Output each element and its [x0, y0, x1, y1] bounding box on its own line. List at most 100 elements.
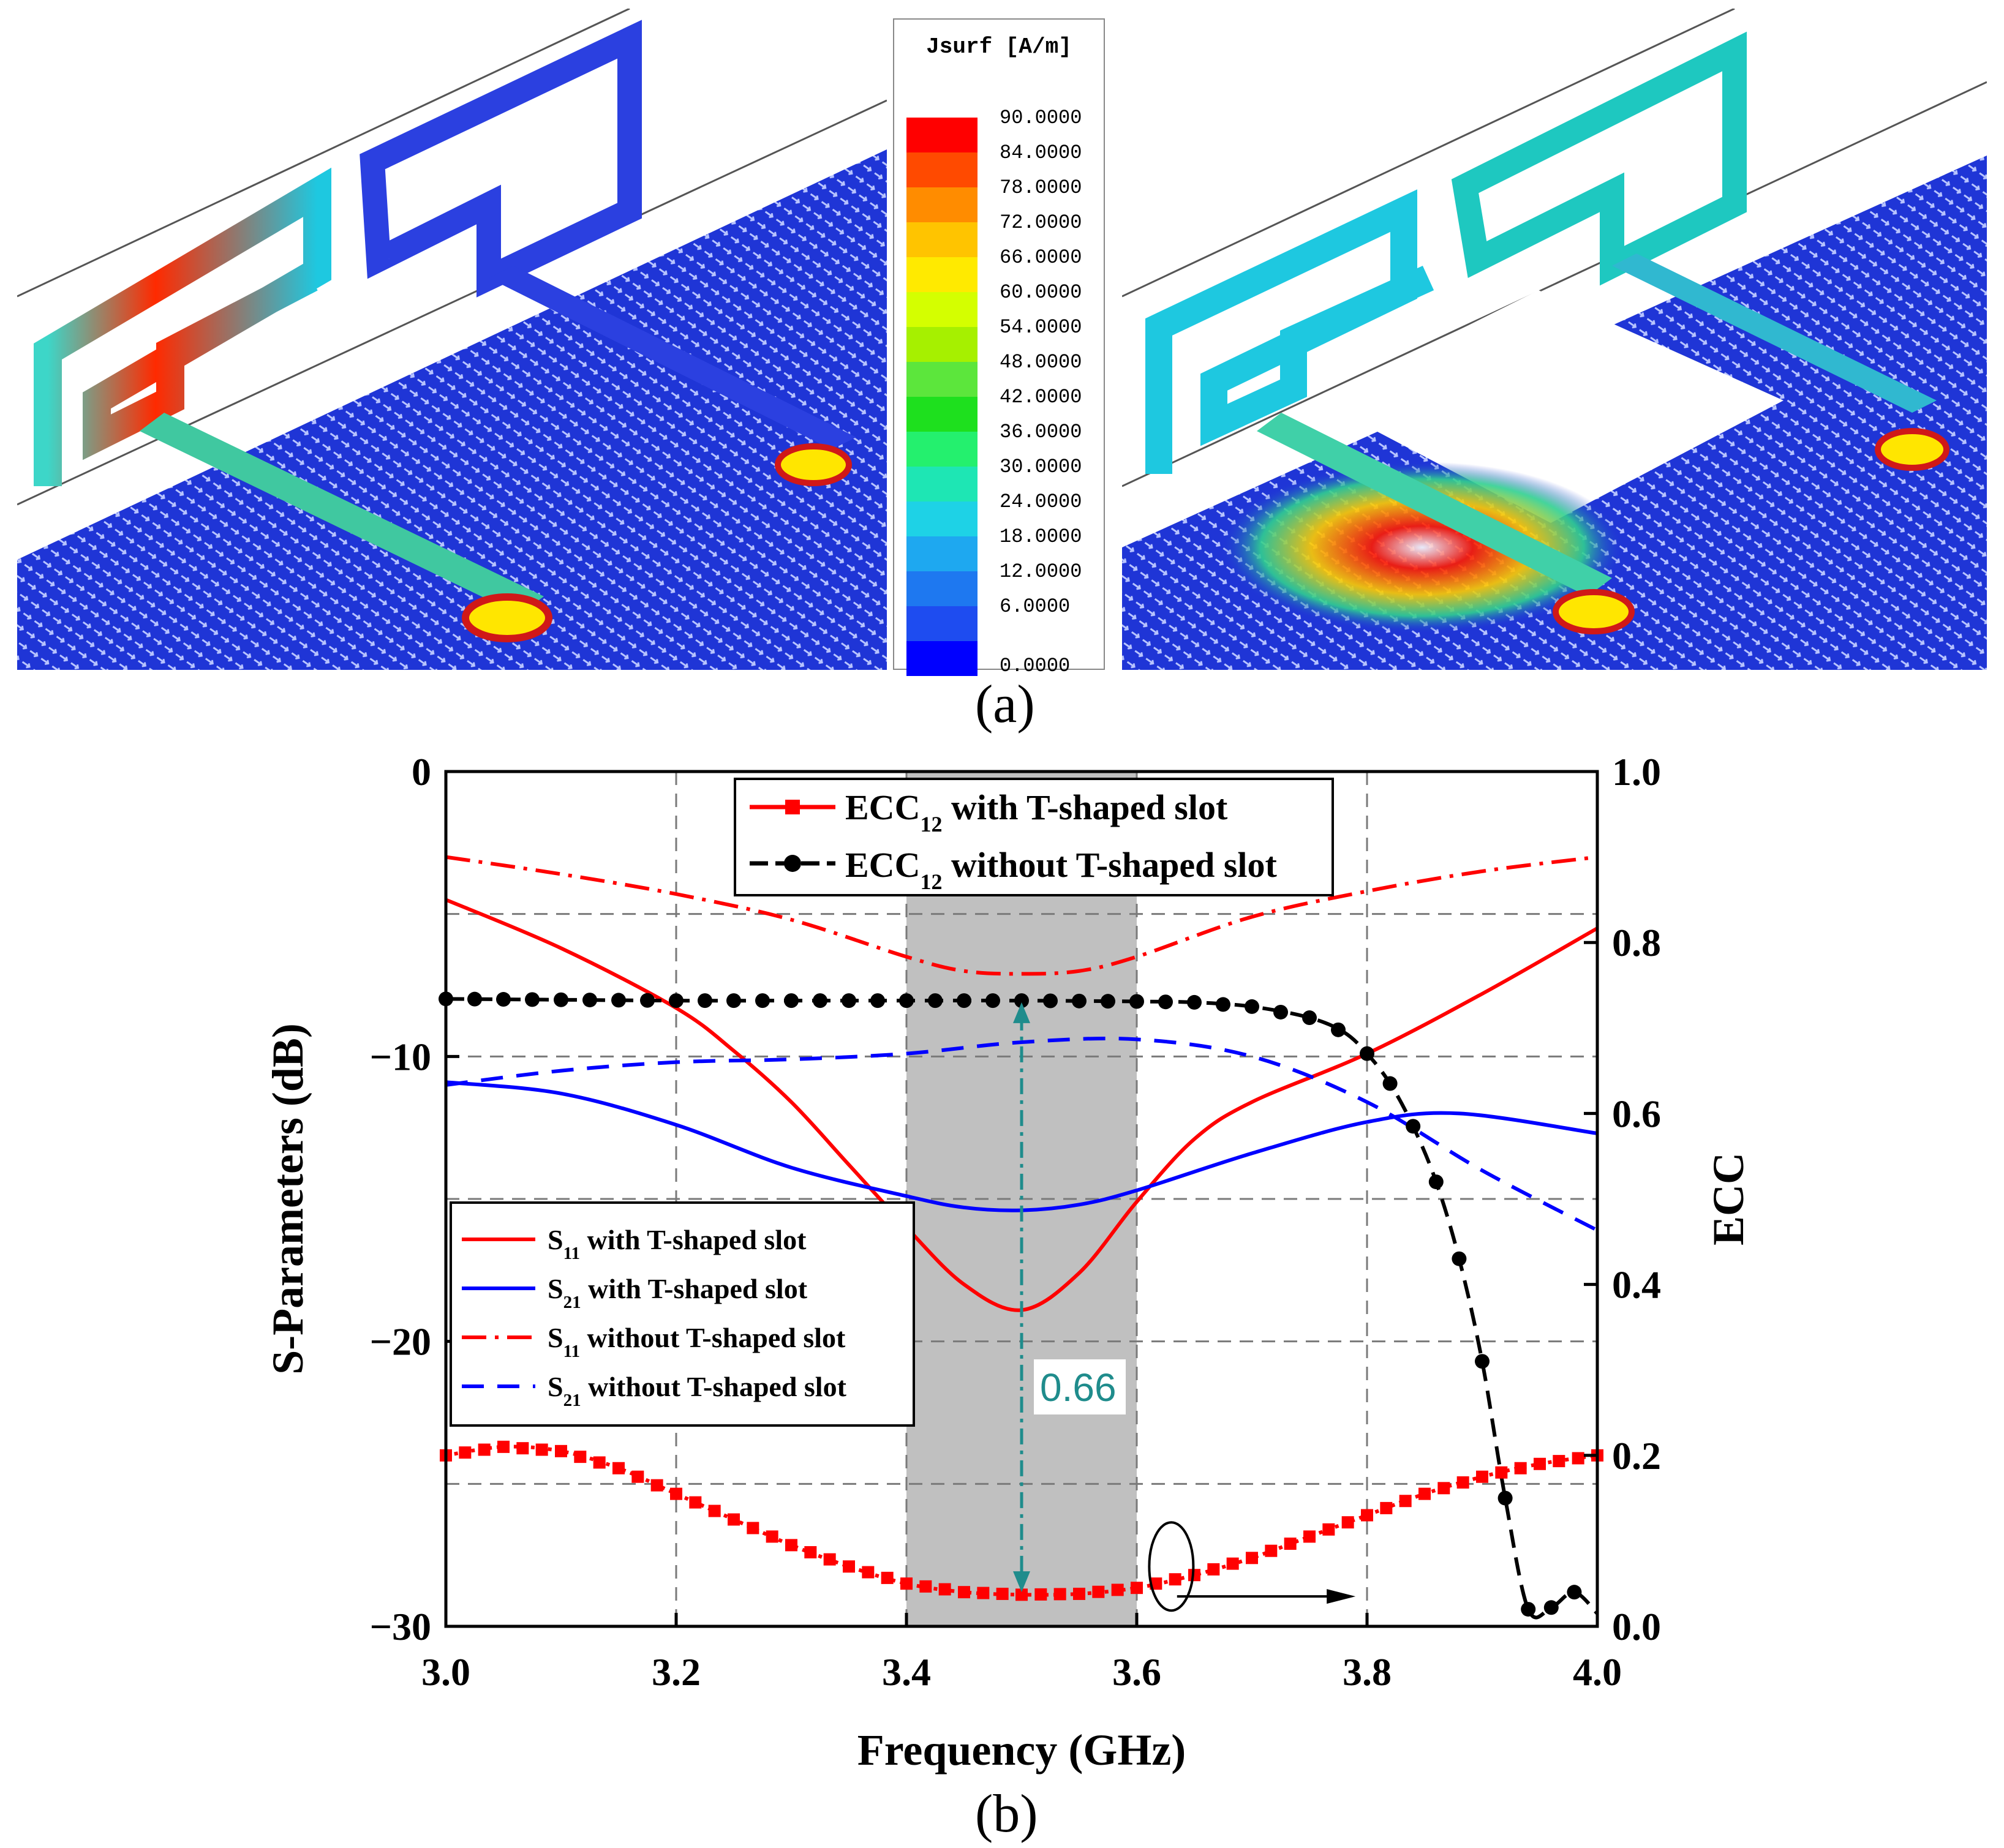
- legend-label-ecc-with: ECC12 with T-shaped slot: [845, 787, 1228, 836]
- x-tick-label: 4.0: [1573, 1650, 1622, 1694]
- colorbar-swatch: [906, 571, 978, 606]
- y2-tick-label: 0.8: [1612, 921, 1661, 964]
- ecc-without-slot-marker: [1567, 1585, 1582, 1600]
- colorbar-swatch: [906, 606, 978, 641]
- ecc-with-slot-marker: [977, 1587, 990, 1599]
- colorbar-swatch: [906, 501, 978, 536]
- colorbar-swatch: [906, 397, 978, 432]
- ecc-without-slot-marker: [1302, 1010, 1317, 1026]
- legend-label-s-param-2: S11 without T-shaped slot: [548, 1322, 846, 1361]
- ecc-with-slot-marker: [1456, 1476, 1469, 1489]
- ecc-with-slot-marker: [919, 1580, 932, 1593]
- ecc-without-slot-marker: [813, 993, 827, 1009]
- y2-tick-label: 0.4: [1612, 1263, 1661, 1307]
- ecc-without-slot-marker: [611, 993, 626, 1008]
- ecc-without-slot-marker: [1187, 994, 1202, 1010]
- colorbar-tick-label: 36.0000: [1000, 421, 1082, 443]
- y2-axis-title: ECC: [1704, 1152, 1753, 1245]
- colorbar-tick-label: 42.0000: [1000, 386, 1082, 408]
- ecc-without-slot-marker: [467, 991, 482, 1007]
- ecc-with-slot-marker: [804, 1546, 817, 1559]
- colorbar-swatch: [906, 292, 978, 327]
- feed-port-3-icon: [1553, 589, 1635, 634]
- legend-top-box: [734, 778, 1334, 896]
- ecc-with-slot-marker: [1399, 1495, 1412, 1508]
- ecc-without-slot-marker: [1382, 1076, 1398, 1091]
- x-tick-label: 3.2: [652, 1650, 701, 1694]
- ecc-without-slot-marker: [669, 993, 684, 1009]
- ecc-with-slot-marker: [612, 1462, 625, 1474]
- ecc-with-slot-marker: [728, 1513, 740, 1526]
- ecc-without-slot-marker: [755, 993, 770, 1009]
- ecc-without-slot-marker: [525, 992, 540, 1007]
- feed-port-4-icon: [1875, 428, 1949, 471]
- colorbar-swatch: [906, 187, 978, 222]
- y2-tick-label: 0.0: [1612, 1605, 1661, 1648]
- ecc-with-slot-marker: [881, 1571, 894, 1584]
- colorbar-tick-label: 0.0000: [1000, 655, 1071, 677]
- ecc-with-slot-marker: [1053, 1588, 1066, 1601]
- ecc-with-slot-marker: [535, 1443, 548, 1456]
- feed-port-1-icon: [462, 593, 552, 642]
- ecc-without-slot-marker: [1331, 1022, 1346, 1037]
- colorbar-swatch: [906, 327, 978, 362]
- ecc-without-slot-marker: [1406, 1119, 1421, 1134]
- ecc-with-slot-marker: [1092, 1585, 1105, 1598]
- panel-b-label: (b): [975, 1784, 1038, 1844]
- ecc-without-slot-marker: [726, 993, 741, 1009]
- colorbar-tick-label: 12.0000: [1000, 560, 1082, 583]
- ecc-without-slot-marker: [1158, 994, 1173, 1010]
- ecc-without-slot-marker: [1245, 999, 1259, 1014]
- ecc-without-slot-marker: [1014, 993, 1029, 1009]
- current-distribution-right: [1122, 9, 1987, 670]
- ecc-without-slot-marker: [1475, 1354, 1490, 1369]
- ecc-with-slot-marker: [650, 1479, 663, 1492]
- ecc-without-slot-marker: [985, 993, 1000, 1009]
- colorbar-swatch: [906, 432, 978, 467]
- colorbar-tick-label: 78.0000: [1000, 176, 1082, 199]
- ecc-with-slot-marker: [1303, 1530, 1316, 1543]
- ecc-with-slot-marker: [1246, 1552, 1258, 1564]
- ecc-with-slot-marker: [823, 1553, 836, 1566]
- ecc-with-slot-marker: [1188, 1569, 1200, 1582]
- ecc-without-slot-marker: [554, 992, 568, 1007]
- legend-marker-ecc-without: [784, 855, 801, 872]
- ecc-with-slot-marker: [958, 1586, 970, 1599]
- ecc-without-slot-marker: [1216, 997, 1230, 1012]
- colorbar-swatch: [906, 118, 978, 152]
- panel-a-label: (a): [975, 675, 1035, 734]
- ecc-with-slot-marker: [631, 1470, 644, 1483]
- y-tick-label: −20: [370, 1320, 431, 1364]
- ecc-without-slot-marker: [1428, 1174, 1444, 1190]
- ecc-with-slot-marker: [1111, 1583, 1124, 1596]
- ecc-with-slot-marker: [1380, 1501, 1393, 1514]
- ecc-without-slot-marker: [784, 993, 799, 1009]
- ecc-with-slot-marker: [497, 1440, 510, 1453]
- current-distribution-left: [17, 9, 887, 670]
- ecc-with-slot-marker: [938, 1583, 951, 1596]
- axis-indicator-ellipse: [1148, 1521, 1195, 1612]
- ecc-with-slot-marker: [1169, 1573, 1181, 1586]
- ecc-with-slot-marker: [689, 1496, 702, 1509]
- ecc-with-slot-marker: [1034, 1588, 1047, 1601]
- legend-label-ecc-without: ECC12 without T-shaped slot: [845, 845, 1278, 894]
- y-axis-title: S-Parameters (dB): [263, 1023, 312, 1375]
- ecc-without-slot-marker: [1452, 1251, 1467, 1266]
- ecc-with-slot-marker: [574, 1451, 587, 1463]
- ecc-with-slot-marker: [593, 1456, 606, 1469]
- x-tick-label: 3.6: [1112, 1650, 1161, 1694]
- ecc-with-slot-marker: [1495, 1466, 1508, 1479]
- field-plot-without-slot: [17, 9, 887, 670]
- ecc-without-slot-marker: [1101, 994, 1115, 1009]
- ecc-with-slot-marker: [843, 1560, 855, 1573]
- annotation-arrowhead-top: [1013, 1002, 1030, 1023]
- ecc-with-slot-marker: [1514, 1462, 1527, 1474]
- colorbar-tick-label: 24.0000: [1000, 490, 1082, 513]
- ecc-without-slot-marker: [842, 993, 856, 1009]
- legend-marker-ecc-with: [785, 800, 800, 814]
- ecc-without-slot-marker: [928, 993, 943, 1009]
- colorbar-swatch: [906, 222, 978, 257]
- colorbar-tick-label: 90.0000: [1000, 107, 1082, 129]
- y-tick-label: −10: [370, 1035, 431, 1078]
- ecc-with-slot-marker: [862, 1566, 875, 1579]
